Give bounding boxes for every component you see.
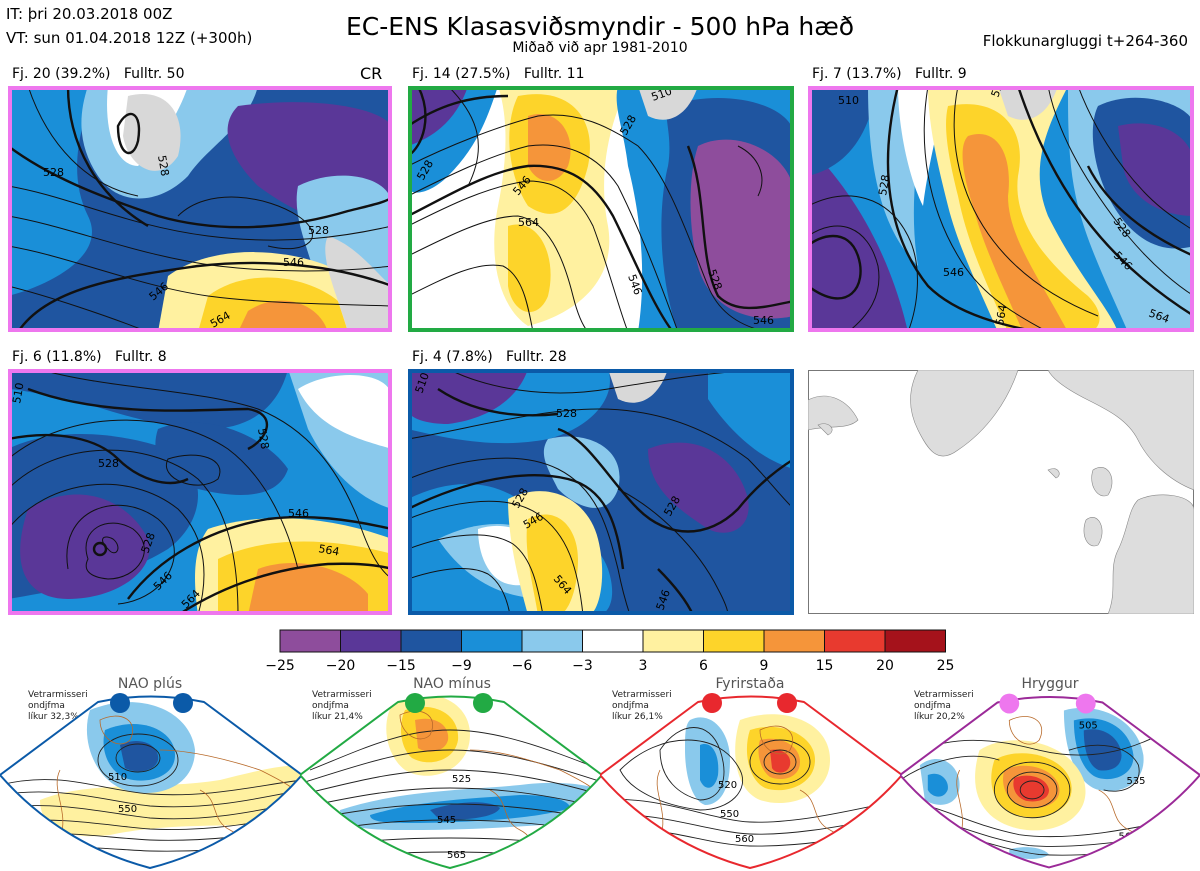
colorbar-tick-label: −20 (326, 658, 356, 674)
colorbar-cell (763, 629, 825, 653)
regime-1-title: NAO plús (117, 676, 183, 692)
colorbar-cell (340, 629, 402, 653)
panel-3-contour-label: 510 (838, 94, 859, 107)
colorbar-tick-label: 6 (699, 658, 708, 674)
regime-2-contour-label: 525 (452, 774, 471, 785)
colorbar-tick-label: 20 (876, 658, 894, 674)
regime-4-frame (900, 696, 1200, 869)
regime-4-contour-label: 560 (1119, 832, 1138, 843)
initial-time: IT: þri 20.03.2018 00Z (6, 5, 173, 23)
regime-1-contour-label: 510 (108, 772, 127, 783)
colorbar-cell (400, 629, 462, 653)
regime-4-marker-left (999, 693, 1020, 714)
colorbar-cell (642, 629, 704, 653)
colorbar-tick-label: −25 (265, 658, 295, 674)
panel-4-contour-label: 546 (288, 507, 309, 520)
colorbar-cell (279, 629, 341, 653)
regime-map-ridge: 505 535 560 (900, 693, 1200, 869)
regime-1-marker-left (110, 693, 130, 713)
panel-3-contour-label: 564 (993, 304, 1009, 327)
panel-2-contour-label: 564 (518, 216, 539, 229)
regime-3-contour-label: 520 (718, 780, 737, 791)
regime-2-contour-label: 545 (437, 815, 456, 826)
regime-4-note: Vetrarmisseri ondjfma líkur 20,2% (914, 690, 974, 722)
colorbar-tick-label: −9 (451, 658, 472, 674)
panel-5-label: Fj. 4 (7.8%) Fulltr. 28 (412, 349, 567, 365)
panel-3-label: Fj. 7 (13.7%) Fulltr. 9 (812, 66, 967, 82)
regime-map-blocking: 520 550 560 (600, 693, 902, 870)
panel-1-border (8, 86, 392, 332)
panel-1-contour-label: 546 (283, 256, 304, 269)
page-title: EC-ENS Klasasviðsmyndir - 500 hPa hæð (345, 12, 855, 41)
panel-1-contour-label: 528 (155, 154, 171, 177)
land-mask-map (808, 370, 1194, 614)
panel-4-border (8, 369, 392, 615)
regime-4-title: Hryggur (1021, 676, 1079, 692)
regime-4-marker-right (1075, 693, 1096, 714)
cluster-map-1: 528 528 528 546 546 564 (8, 86, 392, 332)
panel-4-contour-label: 564 (317, 542, 340, 558)
regime-3-contour-label: 560 (735, 834, 754, 845)
regime-2-marker-left (405, 693, 425, 713)
regime-1-frame (0, 695, 302, 870)
regime-3-contour-label: 550 (720, 809, 739, 820)
panel-1-label: Fj. 20 (39.2%) Fulltr. 50 (12, 66, 185, 82)
panel-1-contour-label: 528 (43, 166, 64, 179)
panel-4-contour-label: 528 (255, 427, 271, 450)
colorbar-tick-label: 15 (816, 658, 834, 674)
colorbar-tick-label: 25 (937, 658, 955, 674)
regime-map-nao-minus: 525 545 565 (300, 693, 602, 870)
regime-3-marker-right (777, 693, 797, 713)
panel-1-contour-label: 528 (308, 224, 329, 237)
regime-3-marker-left (702, 693, 722, 713)
regime-3-note: Vetrarmisseri ondjfma líkur 26,1% (612, 690, 672, 722)
panel-4-contour-label: 510 (10, 382, 26, 405)
valid-time: VT: sun 01.04.2018 12Z (+300h) (6, 29, 253, 47)
panel-2-contour-label: 546 (753, 314, 774, 327)
panel-2-border (408, 86, 794, 332)
cluster-map-2: 510 528 528 546 564 528 546 546 (408, 86, 794, 332)
panel-2-label: Fj. 14 (27.5%) Fulltr. 11 (412, 66, 585, 82)
regime-map-nao-plus: 510 550 (0, 693, 302, 870)
regime-1-contour-label: 550 (118, 804, 137, 815)
cluster-map-3: 510 528 528 528 546 546 564 564 (808, 86, 1194, 332)
colorbar-tick-label: −3 (572, 658, 593, 674)
page-subtitle: Miðað við apr 1981-2010 (512, 40, 688, 56)
regime-2-note: Vetrarmisseri ondjfma líkur 21,4% (312, 690, 372, 722)
panel-3-border (808, 86, 1194, 332)
regime-2-contour-label: 565 (447, 850, 466, 861)
colorbar-cell (824, 629, 886, 653)
colorbar-cell (461, 629, 523, 653)
panel-3-contour-label: 546 (943, 266, 964, 279)
classification-window: Flokkunargluggi t+264-360 (982, 32, 1188, 50)
regime-4-contour-label: 505 (1079, 720, 1098, 731)
panel-5-contour-label: 528 (556, 407, 577, 420)
regime-2-marker-right (473, 693, 493, 713)
colorbar-cell (884, 629, 946, 653)
regime-2-frame (300, 695, 602, 870)
colorbar-tick-label: 9 (760, 658, 769, 674)
regime-1-marker-right (173, 693, 193, 713)
panel-5-border (408, 369, 794, 615)
panel-1-cr-mark: CR (360, 64, 383, 83)
panel-3-contour-label: 528 (876, 174, 892, 197)
regime-1-note: Vetrarmisseri ondjfma líkur 32,3% (28, 690, 88, 722)
colorbar-cell (521, 629, 583, 653)
regime-3-frame (600, 695, 902, 870)
regime-2-title: NAO mínus (413, 676, 491, 692)
cluster-map-4: 510 528 528 528 546 546 564 564 (8, 369, 392, 615)
colorbar-tick-label: −15 (386, 658, 416, 674)
regime-4-contour-label: 535 (1126, 776, 1145, 787)
regime-3-title: Fyrirstaða (715, 676, 785, 692)
panel-4-label: Fj. 6 (11.8%) Fulltr. 8 (12, 349, 167, 365)
panel-4-contour-label: 528 (98, 457, 119, 470)
colorbar-cell (703, 629, 765, 653)
colorbar-tick-label: 3 (639, 658, 648, 674)
colorbar: −25 −20 −15 −9 −6 −3 3 6 9 15 20 25 (265, 629, 955, 674)
colorbar-tick-label: −6 (512, 658, 533, 674)
colorbar-cell (582, 629, 644, 653)
cluster-map-5: 510 528 528 528 546 564 546 (408, 369, 794, 615)
